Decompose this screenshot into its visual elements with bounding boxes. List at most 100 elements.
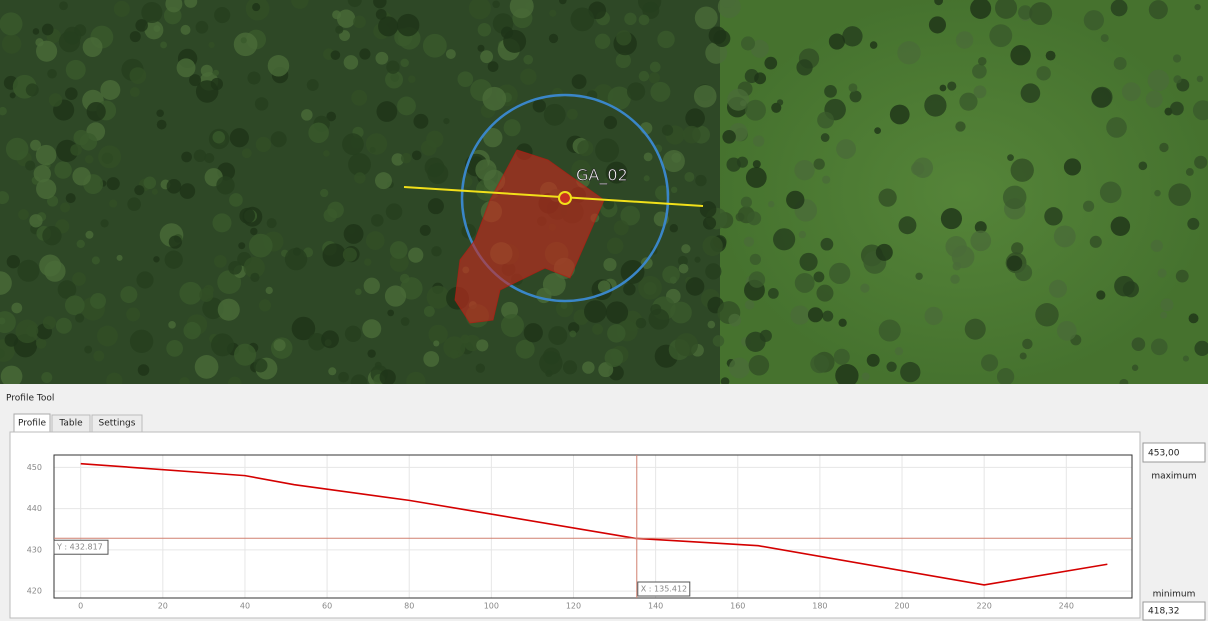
tree [371,214,384,227]
tree [1011,159,1034,182]
tree [822,311,833,322]
tree [768,201,775,208]
tree [795,273,815,293]
tree [947,81,956,90]
tree [213,70,219,76]
tree [250,228,257,235]
tree [695,175,706,186]
tree [267,218,277,228]
max-label: maximum [1151,472,1196,482]
tree [250,273,259,282]
tree [114,1,130,17]
tree [989,24,1012,47]
tree [577,140,593,156]
tree [412,151,422,161]
tree [970,231,991,252]
tree [211,333,234,356]
tree [649,72,660,83]
tree [241,37,247,43]
tree [940,85,947,92]
tree [204,153,214,163]
tree [400,59,409,68]
tree [450,350,459,359]
tree [675,333,698,356]
tree [212,213,231,232]
tree [167,179,182,194]
tree [97,326,118,347]
tree [387,310,394,317]
tree [426,131,443,148]
tree [592,324,603,335]
tree [1021,83,1041,103]
tree [1100,182,1122,204]
tree [623,283,635,295]
tree [773,228,795,250]
tree [92,256,100,264]
tree [1173,75,1181,83]
tree [681,244,690,253]
tree [7,255,20,268]
tree [26,83,39,96]
tree [253,358,267,372]
tree [650,82,670,102]
tree [741,197,752,208]
tree [799,253,817,271]
x-tick-label: 240 [1059,602,1074,611]
tree [344,224,364,244]
tree [26,325,38,337]
tree [567,109,578,120]
cursor-x-label: X : 135.412 [641,585,687,594]
tree [199,288,213,302]
tree [165,251,183,269]
tree [504,119,521,136]
tree [890,105,910,125]
tree [1046,51,1056,61]
tree [480,50,493,63]
tree [183,322,200,339]
tree [836,139,856,159]
tree [127,197,141,211]
tree [639,15,650,26]
x-tick-label: 60 [322,602,332,611]
tree [41,372,52,383]
tree [166,340,183,357]
app: GA_02 Profile Tool Profile Table Setting… [0,0,1208,621]
tree [1022,339,1032,349]
tree [85,231,93,239]
tree [708,321,716,329]
tree [749,355,769,375]
tree [1020,352,1027,359]
tree [1084,10,1104,30]
tree [777,99,783,105]
tree [862,372,870,380]
tree [343,248,357,262]
tree [247,71,260,84]
tree [516,340,535,359]
tree [879,319,901,341]
tree [397,97,416,116]
tree [420,225,431,236]
tree [238,242,245,249]
map-view[interactable]: GA_02 [0,0,1208,391]
tree [671,187,677,193]
tree [745,100,766,121]
tree [136,271,153,288]
tree [77,240,85,248]
tree [135,19,148,32]
tree [595,34,610,49]
tree [1057,321,1077,341]
tree [956,31,973,48]
tree [252,3,260,11]
tree [177,58,196,77]
tree [39,255,61,277]
tree [572,74,587,89]
tree [955,121,965,131]
tree [849,83,858,92]
tree [1186,168,1194,176]
tree [66,60,86,80]
tree [644,175,650,181]
tree [1029,2,1052,25]
tree [1132,337,1146,351]
tree [1007,154,1014,161]
tree [685,108,705,128]
